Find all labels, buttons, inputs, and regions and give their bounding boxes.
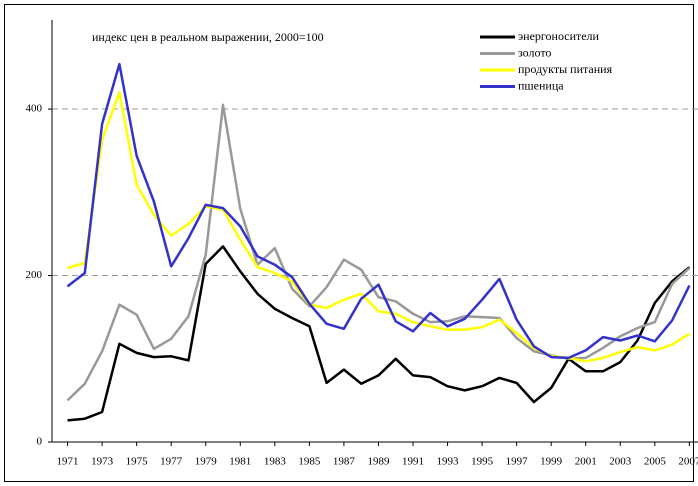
x-tick-label: 1985 — [298, 456, 321, 468]
series-line — [67, 245, 691, 422]
x-tick-label: 1987 — [333, 456, 356, 468]
chart-frame — [4, 4, 694, 482]
legend-label: энергоносители — [518, 29, 600, 43]
y-tick-label: 200 — [26, 269, 43, 281]
x-tick-label: 2007 — [678, 456, 698, 468]
x-tick-label: 1989 — [367, 456, 390, 468]
x-tick-label: 1975 — [126, 456, 149, 468]
legend-label: продукты питания — [518, 62, 613, 76]
x-tick-label: 1971 — [57, 456, 79, 468]
x-tick-label: 2001 — [575, 456, 597, 468]
x-tick-label: 2005 — [644, 456, 667, 468]
legend-label: пшеница — [518, 78, 564, 92]
x-tick-label: 1995 — [471, 456, 494, 468]
legend-label: золото — [518, 45, 551, 59]
series-line — [67, 91, 691, 363]
annotation: индекс цен в реальном выражении, 2000=10… — [92, 30, 324, 44]
y-tick-label: 400 — [26, 103, 43, 115]
x-tick-label: 2003 — [609, 456, 632, 468]
x-tick-label: 1973 — [91, 456, 114, 468]
x-tick-label: 1981 — [229, 456, 251, 468]
series-line — [66, 103, 691, 402]
x-tick-label: 1979 — [195, 456, 218, 468]
x-tick-label: 1997 — [506, 456, 529, 468]
y-tick-label: 0 — [37, 436, 43, 448]
x-tick-label: 1993 — [437, 456, 460, 468]
x-tick-label: 1991 — [402, 456, 424, 468]
x-tick-label: 1983 — [264, 456, 287, 468]
series-line — [66, 62, 691, 360]
x-tick-label: 1999 — [540, 456, 563, 468]
x-tick-label: 1977 — [160, 456, 183, 468]
